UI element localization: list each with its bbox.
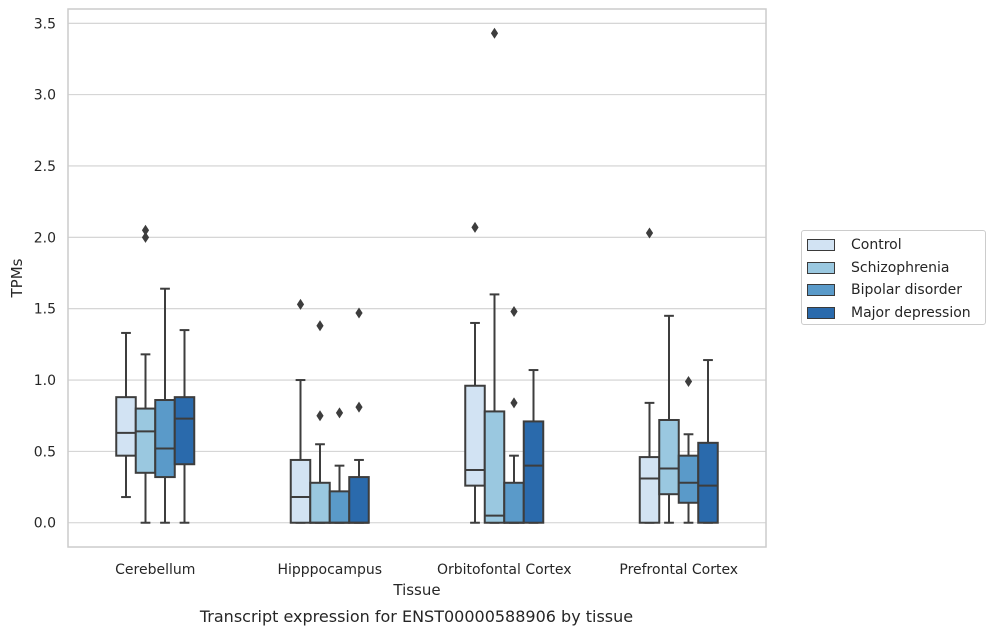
y-tick-label: 0.5: [34, 444, 56, 460]
figure-caption: Transcript expression for ENST0000058890…: [199, 607, 634, 626]
outlier-point: [684, 375, 693, 387]
legend-swatch-control: [807, 239, 835, 252]
outlier-point: [510, 306, 518, 318]
outlier-point: [355, 307, 363, 319]
box-schizophrenia: [134, 407, 157, 474]
y-tick-label: 1.5: [34, 302, 56, 318]
box-bipolar-disorder: [328, 490, 351, 524]
legend-item-schizophrenia: Schizophrenia: [807, 257, 985, 280]
box-major-depression: [348, 476, 370, 524]
x-tick-label: Hipppocampus: [277, 562, 382, 578]
box-schizophrenia: [309, 481, 331, 524]
y-tick-label: 3.5: [34, 16, 56, 32]
legend-label-bipolar-disorder: Bipolar disorder: [851, 282, 963, 299]
box-major-depression: [697, 441, 719, 524]
x-tick-label: Prefrontal Cortex: [619, 562, 738, 578]
legend-item-major-depression: Major depression: [807, 302, 985, 325]
outlier-point: [335, 407, 344, 419]
legend-swatch-bipolar-disorder: [807, 284, 835, 297]
outlier-point: [296, 298, 305, 310]
y-tick-label: 3.0: [34, 88, 56, 104]
legend-item-bipolar-disorder: Bipolar disorder: [807, 279, 985, 302]
box-control: [115, 396, 137, 457]
outlier-point: [316, 320, 324, 332]
y-tick-label: 0.0: [34, 516, 56, 532]
outlier-point: [471, 221, 479, 233]
box-bipolar-disorder: [503, 481, 525, 524]
outlier-point: [316, 410, 324, 422]
legend-swatch-major-depression: [807, 306, 835, 319]
y-tick-label: 1.0: [34, 373, 56, 389]
chart-legend: Control Schizophrenia Bipolar disorder M…: [801, 230, 986, 325]
box-control: [638, 456, 661, 524]
y-axis-title: TPMs: [8, 258, 26, 298]
legend-swatch-schizophrenia: [807, 261, 835, 274]
outlier-point: [141, 224, 150, 236]
outlier-point: [510, 397, 518, 409]
box-bipolar-disorder: [154, 399, 176, 479]
outlier-point: [490, 27, 499, 39]
plot-frame: [67, 8, 767, 548]
legend-item-control: Control: [807, 234, 985, 257]
outlier-point: [355, 401, 363, 413]
y-tick-label: 2.5: [34, 159, 56, 175]
box-schizophrenia: [658, 418, 680, 496]
box-major-depression: [522, 420, 545, 524]
legend-label-major-depression: Major depression: [851, 304, 971, 321]
box-major-depression: [173, 396, 196, 466]
outlier-point: [645, 227, 654, 239]
x-axis-title: Tissue: [392, 581, 440, 599]
box-control: [289, 458, 312, 524]
x-tick-label: Cerebellum: [115, 562, 195, 578]
y-tick-label: 2.0: [34, 230, 56, 246]
legend-label-control: Control: [851, 237, 902, 254]
legend-label-schizophrenia: Schizophrenia: [851, 259, 950, 276]
box-schizophrenia: [483, 410, 506, 524]
outlier-point: [141, 231, 150, 243]
box-bipolar-disorder: [677, 454, 700, 504]
x-tick-label: Orbitofontal Cortex: [437, 562, 572, 578]
